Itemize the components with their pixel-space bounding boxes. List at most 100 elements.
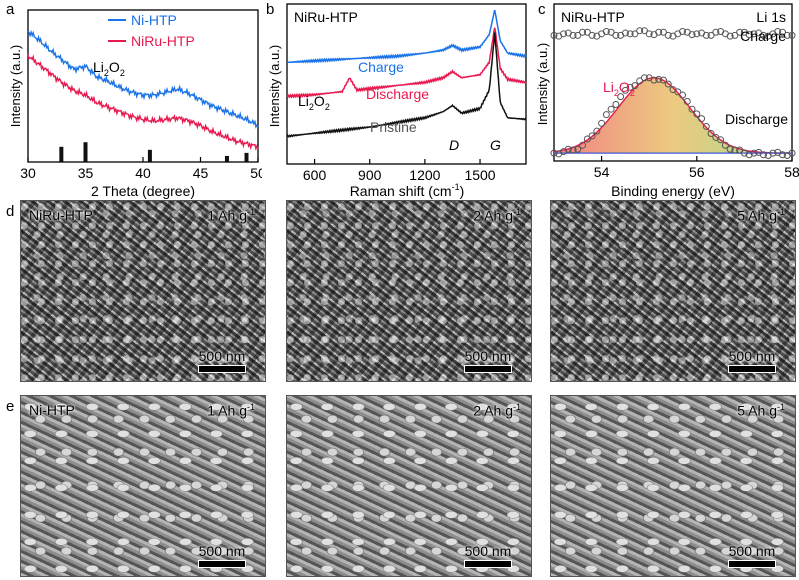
capacity-label: 1 Ah g-1 — [207, 207, 255, 224]
data-point — [664, 31, 672, 39]
fit-area — [554, 77, 792, 154]
series-label-discharge: Discharge — [366, 86, 429, 102]
plot-frame — [553, 3, 793, 162]
data-point — [602, 27, 610, 35]
series-group — [27, 29, 259, 151]
data-point — [650, 76, 658, 84]
series-line-0 — [286, 9, 527, 64]
data-point — [745, 31, 753, 39]
scale-bar: 500 nm — [721, 348, 783, 373]
series-label-charge: Charge — [358, 59, 404, 75]
data-point — [607, 28, 615, 36]
sem-image-d1: NiRu-HTP 1 Ah g-1 500 nm — [20, 200, 266, 382]
data-point — [774, 27, 782, 35]
data-point — [636, 27, 644, 35]
data-point — [655, 75, 663, 83]
data-point — [717, 136, 725, 144]
data-point — [593, 127, 601, 135]
data-point — [550, 149, 558, 157]
legend-label-niru: NiRu-HTP — [131, 33, 195, 49]
data-point — [659, 28, 667, 36]
data-point — [579, 141, 587, 149]
data-point — [588, 31, 596, 39]
sample-label: Ni-HTP — [29, 402, 75, 418]
series-label-pristine: Pristine — [370, 119, 417, 135]
x-axis: 30 35 40 45 50 — [20, 157, 262, 181]
data-point — [702, 122, 710, 130]
x-tick-label: 40 — [135, 165, 151, 181]
data-point — [683, 97, 691, 105]
data-point — [574, 145, 582, 153]
scale-bar: 500 nm — [721, 543, 783, 568]
x-tick-label: 900 — [358, 167, 382, 183]
data-point — [664, 80, 672, 88]
scale-bar: 500 nm — [191, 348, 253, 373]
data-point — [598, 119, 606, 127]
chart-title-right: Li 1s — [756, 9, 786, 25]
data-point — [659, 76, 667, 84]
capacity-label: 2 Ah g-1 — [473, 402, 521, 419]
scale-bar: 500 nm — [191, 543, 253, 568]
y-axis-label: Intensity (a.u.) — [267, 45, 282, 127]
data-point — [740, 149, 748, 157]
reference-peak — [147, 149, 152, 162]
x-axis-label: 2 Theta (degree) — [91, 183, 195, 199]
data-point — [617, 93, 625, 101]
data-point — [636, 77, 644, 85]
d-band-label: D — [449, 137, 459, 153]
x-tick-label: 54 — [594, 164, 610, 180]
xps-chart: c 54 56 58 NiRu-HTP Li 1s Charge Discharge… — [535, 1, 799, 199]
legend-label-ni: Ni-HTP — [131, 12, 177, 28]
data-point — [702, 31, 710, 39]
sample-label: NiRu-HTP — [29, 207, 93, 223]
data-point — [583, 135, 591, 143]
li2o2-annotation: Li2O2 — [603, 79, 635, 98]
data-point — [759, 151, 767, 159]
data-point — [759, 31, 767, 39]
chart-title: NiRu-HTP — [294, 9, 358, 25]
capacity-label: 5 Ah g-1 — [737, 402, 785, 419]
data-point — [721, 141, 729, 149]
series-label-discharge: Discharge — [725, 111, 788, 127]
x-axis: 54 56 58 — [594, 156, 799, 180]
data-point — [621, 86, 629, 94]
data-point — [778, 28, 786, 36]
data-point — [550, 31, 558, 39]
data-point — [626, 30, 634, 38]
data-point — [731, 31, 739, 39]
data-point — [674, 88, 682, 96]
reference-peak — [83, 142, 88, 162]
data-point — [621, 29, 629, 37]
data-point — [640, 27, 648, 35]
data-point — [688, 105, 696, 113]
data-point — [769, 149, 777, 157]
data-point — [726, 145, 734, 153]
data-point — [693, 110, 701, 118]
sem-image-e1: Ni-HTP 1 Ah g-1 500 nm — [20, 395, 266, 577]
data-point — [712, 28, 720, 36]
reference-peak — [59, 146, 64, 162]
series-line-1 — [286, 27, 527, 99]
data-point — [612, 31, 620, 39]
data-point — [569, 146, 577, 154]
data-point — [607, 105, 615, 113]
sem-image-e3: 5 Ah g-1 500 nm — [550, 395, 796, 577]
data-point — [602, 111, 610, 119]
capacity-label: 2 Ah g-1 — [473, 207, 521, 224]
series-group — [286, 9, 527, 138]
x-tick-label: 30 — [20, 165, 36, 181]
x-tick-label: 45 — [193, 165, 209, 181]
reference-peak — [244, 152, 249, 162]
sem-image-d2: 2 Ah g-1 500 nm — [286, 200, 532, 382]
data-point — [736, 28, 744, 36]
plot-frame — [286, 3, 527, 165]
chart-title: NiRu-HTP — [561, 9, 625, 25]
data-point — [750, 30, 758, 38]
panel-letter-c: c — [538, 1, 546, 18]
data-point — [698, 115, 706, 123]
scale-bar: 500 nm — [457, 348, 519, 373]
data-point — [731, 146, 739, 154]
data-point — [783, 31, 791, 39]
reference-peaks — [59, 142, 249, 162]
data-point — [579, 28, 587, 36]
